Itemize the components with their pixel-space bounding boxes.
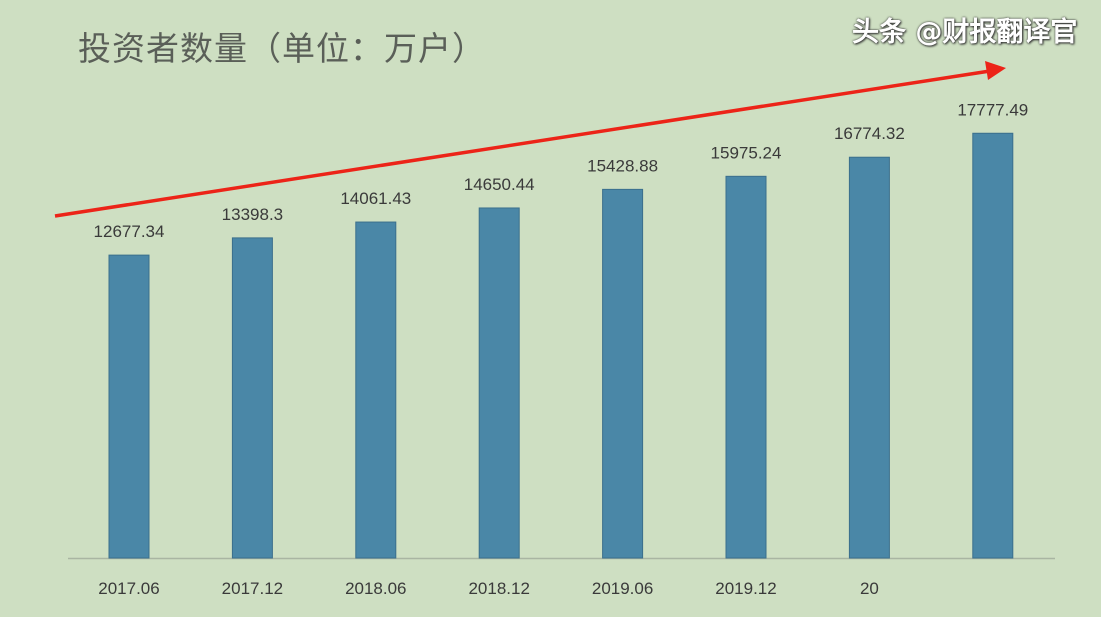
x-tick-label: 2017.06 — [98, 579, 159, 598]
bar — [355, 221, 397, 559]
trend-arrow-line — [54, 69, 991, 218]
bar — [848, 156, 890, 559]
x-tick-label: 2018.12 — [468, 579, 529, 598]
data-label: 14061.43 — [340, 189, 411, 208]
x-tick-label: 2019.12 — [715, 579, 776, 598]
bar — [972, 132, 1014, 559]
trend-arrow-head-icon — [985, 61, 1006, 80]
bar — [108, 254, 150, 559]
x-tick-label: 2017.12 — [222, 579, 283, 598]
x-tick-label: 20 — [860, 579, 879, 598]
bar — [725, 175, 767, 559]
bar — [231, 237, 273, 559]
watermark: 头条 @财报翻译官 — [852, 17, 1078, 48]
data-label: 14650.44 — [464, 175, 535, 194]
x-tick-label: 2018.06 — [345, 579, 406, 598]
chart-title: 投资者数量（单位：万户） — [78, 29, 486, 68]
x-tick-label: 2019.06 — [592, 579, 653, 598]
bar — [602, 188, 644, 559]
data-label: 17777.49 — [957, 100, 1028, 119]
data-label: 12677.34 — [94, 222, 165, 241]
data-label: 16774.32 — [834, 124, 905, 143]
data-label: 13398.3 — [222, 205, 283, 224]
bar — [478, 207, 520, 559]
data-label: 15428.88 — [587, 156, 658, 175]
data-label: 15975.24 — [711, 143, 782, 162]
